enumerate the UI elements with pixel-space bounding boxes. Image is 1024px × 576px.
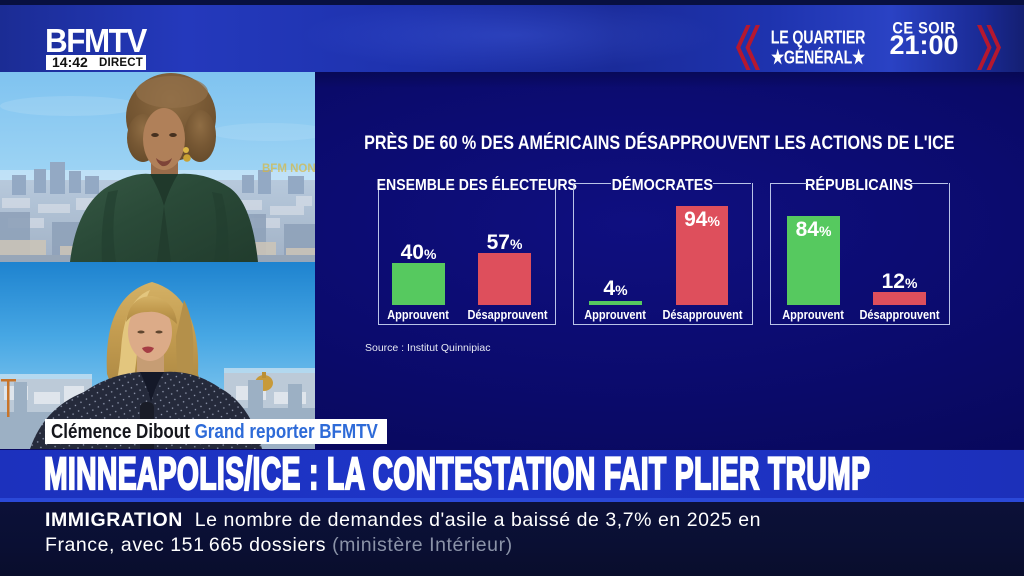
svg-text:BFM NON: BFM NON — [262, 163, 315, 175]
